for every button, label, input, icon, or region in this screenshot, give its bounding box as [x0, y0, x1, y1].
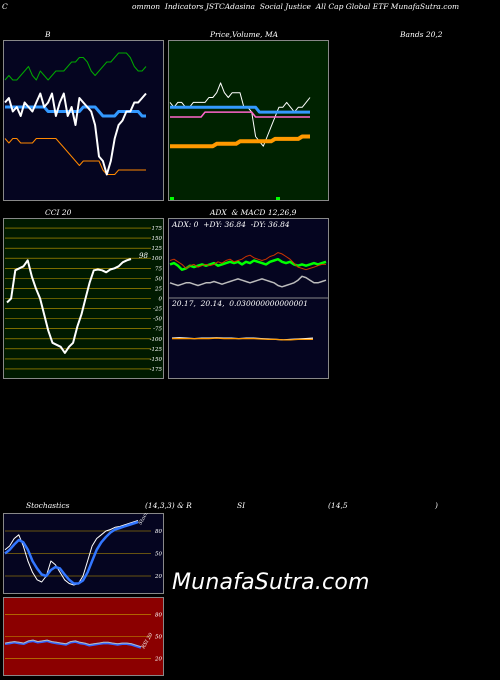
rsi-line-blue	[4, 639, 142, 649]
adx-line--DY	[169, 252, 326, 271]
cci-label: CCI 20	[45, 208, 72, 217]
stoch-label: Stochastics	[26, 501, 70, 510]
bbands-line-price	[4, 92, 147, 176]
bollinger-chart	[3, 40, 164, 201]
rsi-params: (14,5	[328, 501, 348, 510]
cci-tick-11: -100	[150, 337, 163, 343]
rsi-label: SI	[237, 501, 246, 510]
volume-bar-1	[276, 197, 280, 200]
macd-values: 20.17, 20.14, 0.030000000000001	[172, 299, 308, 308]
stoch-tick-1: 50	[155, 552, 162, 558]
cci-tick-3: 100	[152, 256, 163, 262]
price-volume-chart	[168, 40, 329, 201]
bbands-line-lower	[4, 138, 146, 175]
stoch-params: (14,3,3) & R	[145, 501, 192, 510]
adx-line-ADX	[169, 275, 327, 288]
rsi-tick-2: 20	[154, 656, 162, 662]
cci-value-label: 98	[139, 252, 148, 260]
adx-macd-chart	[168, 218, 329, 379]
stoch-tick-2: 20	[154, 574, 162, 580]
stoch-tick-0: 80	[155, 529, 162, 535]
pv-line-ma-blue	[170, 105, 310, 114]
cci-chart: 175 150 125 100 75 50 25 0 -25 -50 -75 -100 -125 -150…	[3, 218, 164, 379]
panel-background	[3, 40, 164, 201]
cci-tick-10: -75	[153, 327, 162, 333]
macd-line-signal	[172, 337, 313, 341]
bbands-label: B	[45, 30, 51, 39]
stoch-line-pct-D	[4, 520, 139, 585]
bbands-line-upper	[4, 52, 147, 81]
cci-tick-5: 50	[155, 276, 162, 282]
pv-line-price	[169, 82, 311, 147]
cci-tick-7: 0	[159, 297, 163, 303]
volume-label: Volume,	[232, 30, 263, 39]
cci-tick-0: 175	[152, 226, 163, 232]
cci-tick-6: 25	[154, 286, 162, 292]
cci-tick-13: -150	[150, 357, 163, 363]
header-title-initial: C	[2, 2, 8, 11]
cci-tick-8: -25	[153, 307, 162, 313]
adx-values: ADX: 0 +DY: 36.84 -DY: 36.84	[172, 220, 290, 229]
stoch-line-pct-K	[4, 520, 139, 586]
pv-line-ma-pink	[170, 111, 310, 118]
pv-line-ma-orange	[170, 134, 310, 149]
rsi-tick-0: 80	[155, 613, 162, 619]
panel-background	[168, 40, 329, 201]
rsi-line-shadow	[4, 639, 142, 648]
price-label: Price,	[210, 30, 233, 39]
adx-line-+DY	[169, 257, 327, 271]
cci-tick-2: 125	[152, 246, 163, 252]
cci-tick-12: -125	[150, 347, 163, 353]
bands-label: Bands 20,2	[400, 30, 443, 39]
rsi-close-paren: )	[435, 501, 438, 510]
cci-tick-1: 150	[152, 236, 163, 242]
adx-label: ADX & MACD 12,26,9	[210, 208, 297, 217]
header-title: ommon Indicators JSTCAdasina Social Just…	[132, 2, 460, 11]
volume-bar-0	[170, 197, 174, 200]
cci-line	[6, 258, 132, 354]
watermark: MunafaSutra.com	[172, 570, 370, 595]
cci-tick-4: 75	[155, 266, 162, 272]
cci-tick-14: -175	[150, 367, 163, 373]
rsi-tick-1: 50	[155, 635, 162, 641]
ma-label: MA	[265, 30, 279, 39]
cci-tick-9: -50	[153, 317, 162, 323]
